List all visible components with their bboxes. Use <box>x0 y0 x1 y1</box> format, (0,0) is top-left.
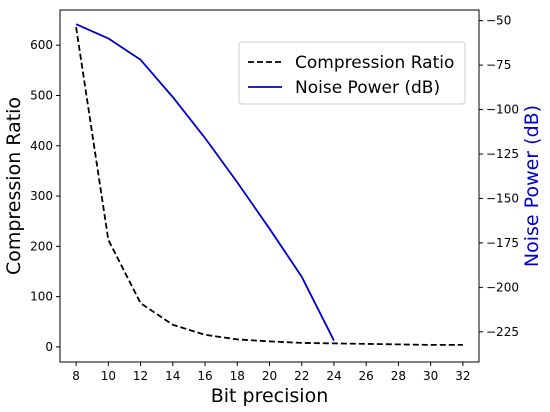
right-y-tick-label: −225 <box>486 325 519 339</box>
x-tick-label: 12 <box>133 369 148 383</box>
right-y-tick-label: −200 <box>486 280 519 294</box>
compression-ratio-line <box>75 26 463 346</box>
x-tick-label: 32 <box>455 369 470 383</box>
x-tick-label: 26 <box>359 369 374 383</box>
x-tick-label: 30 <box>423 369 438 383</box>
left-y-tick-label: 200 <box>30 239 53 253</box>
x-tick-label: 18 <box>230 369 245 383</box>
left-y-tick-label: 600 <box>30 38 53 52</box>
right-y-axis-title: Noise Power (dB) <box>521 105 543 267</box>
left-y-tick-label: 400 <box>30 139 53 153</box>
left-y-axis-title: Compression Ratio <box>3 97 25 275</box>
left-y-tick-label: 100 <box>30 290 53 304</box>
right-y-tick-label: −125 <box>486 147 519 161</box>
x-axis-title: Bit precision <box>211 385 329 407</box>
noise-power-line <box>75 23 335 342</box>
right-y-tick-label: −175 <box>486 236 519 250</box>
right-y-tick-label: −150 <box>486 191 519 205</box>
x-tick-label: 10 <box>101 369 116 383</box>
legend-label-noise-power: Noise Power (dB) <box>295 78 440 98</box>
left-y-tick-label: 500 <box>30 88 53 102</box>
x-axis-ticks: 8 10 12 14 16 18 20 22 24 26 28 30 32 <box>72 362 471 383</box>
x-tick-label: 8 <box>72 369 80 383</box>
right-y-tick-label: −75 <box>486 58 511 72</box>
x-tick-label: 20 <box>262 369 277 383</box>
legend: Compression Ratio Noise Power (dB) <box>238 41 466 105</box>
x-tick-label: 24 <box>326 369 341 383</box>
right-y-tick-label: −50 <box>486 14 511 28</box>
left-y-tick-label: 300 <box>30 189 53 203</box>
legend-label-compression-ratio: Compression Ratio <box>295 53 454 73</box>
x-tick-label: 14 <box>165 369 180 383</box>
right-y-tick-label: −100 <box>486 103 519 117</box>
left-y-tick-label: 0 <box>45 340 53 354</box>
x-tick-label: 28 <box>391 369 406 383</box>
legend-box <box>238 41 466 105</box>
left-y-axis-ticks: 0 100 200 300 400 500 600 <box>30 38 60 354</box>
right-y-axis-ticks: −50 −75 −100 −125 −150 −175 −200 −225 <box>479 14 519 339</box>
series-layer <box>75 23 463 346</box>
x-tick-label: 16 <box>197 369 212 383</box>
x-tick-label: 22 <box>294 369 309 383</box>
